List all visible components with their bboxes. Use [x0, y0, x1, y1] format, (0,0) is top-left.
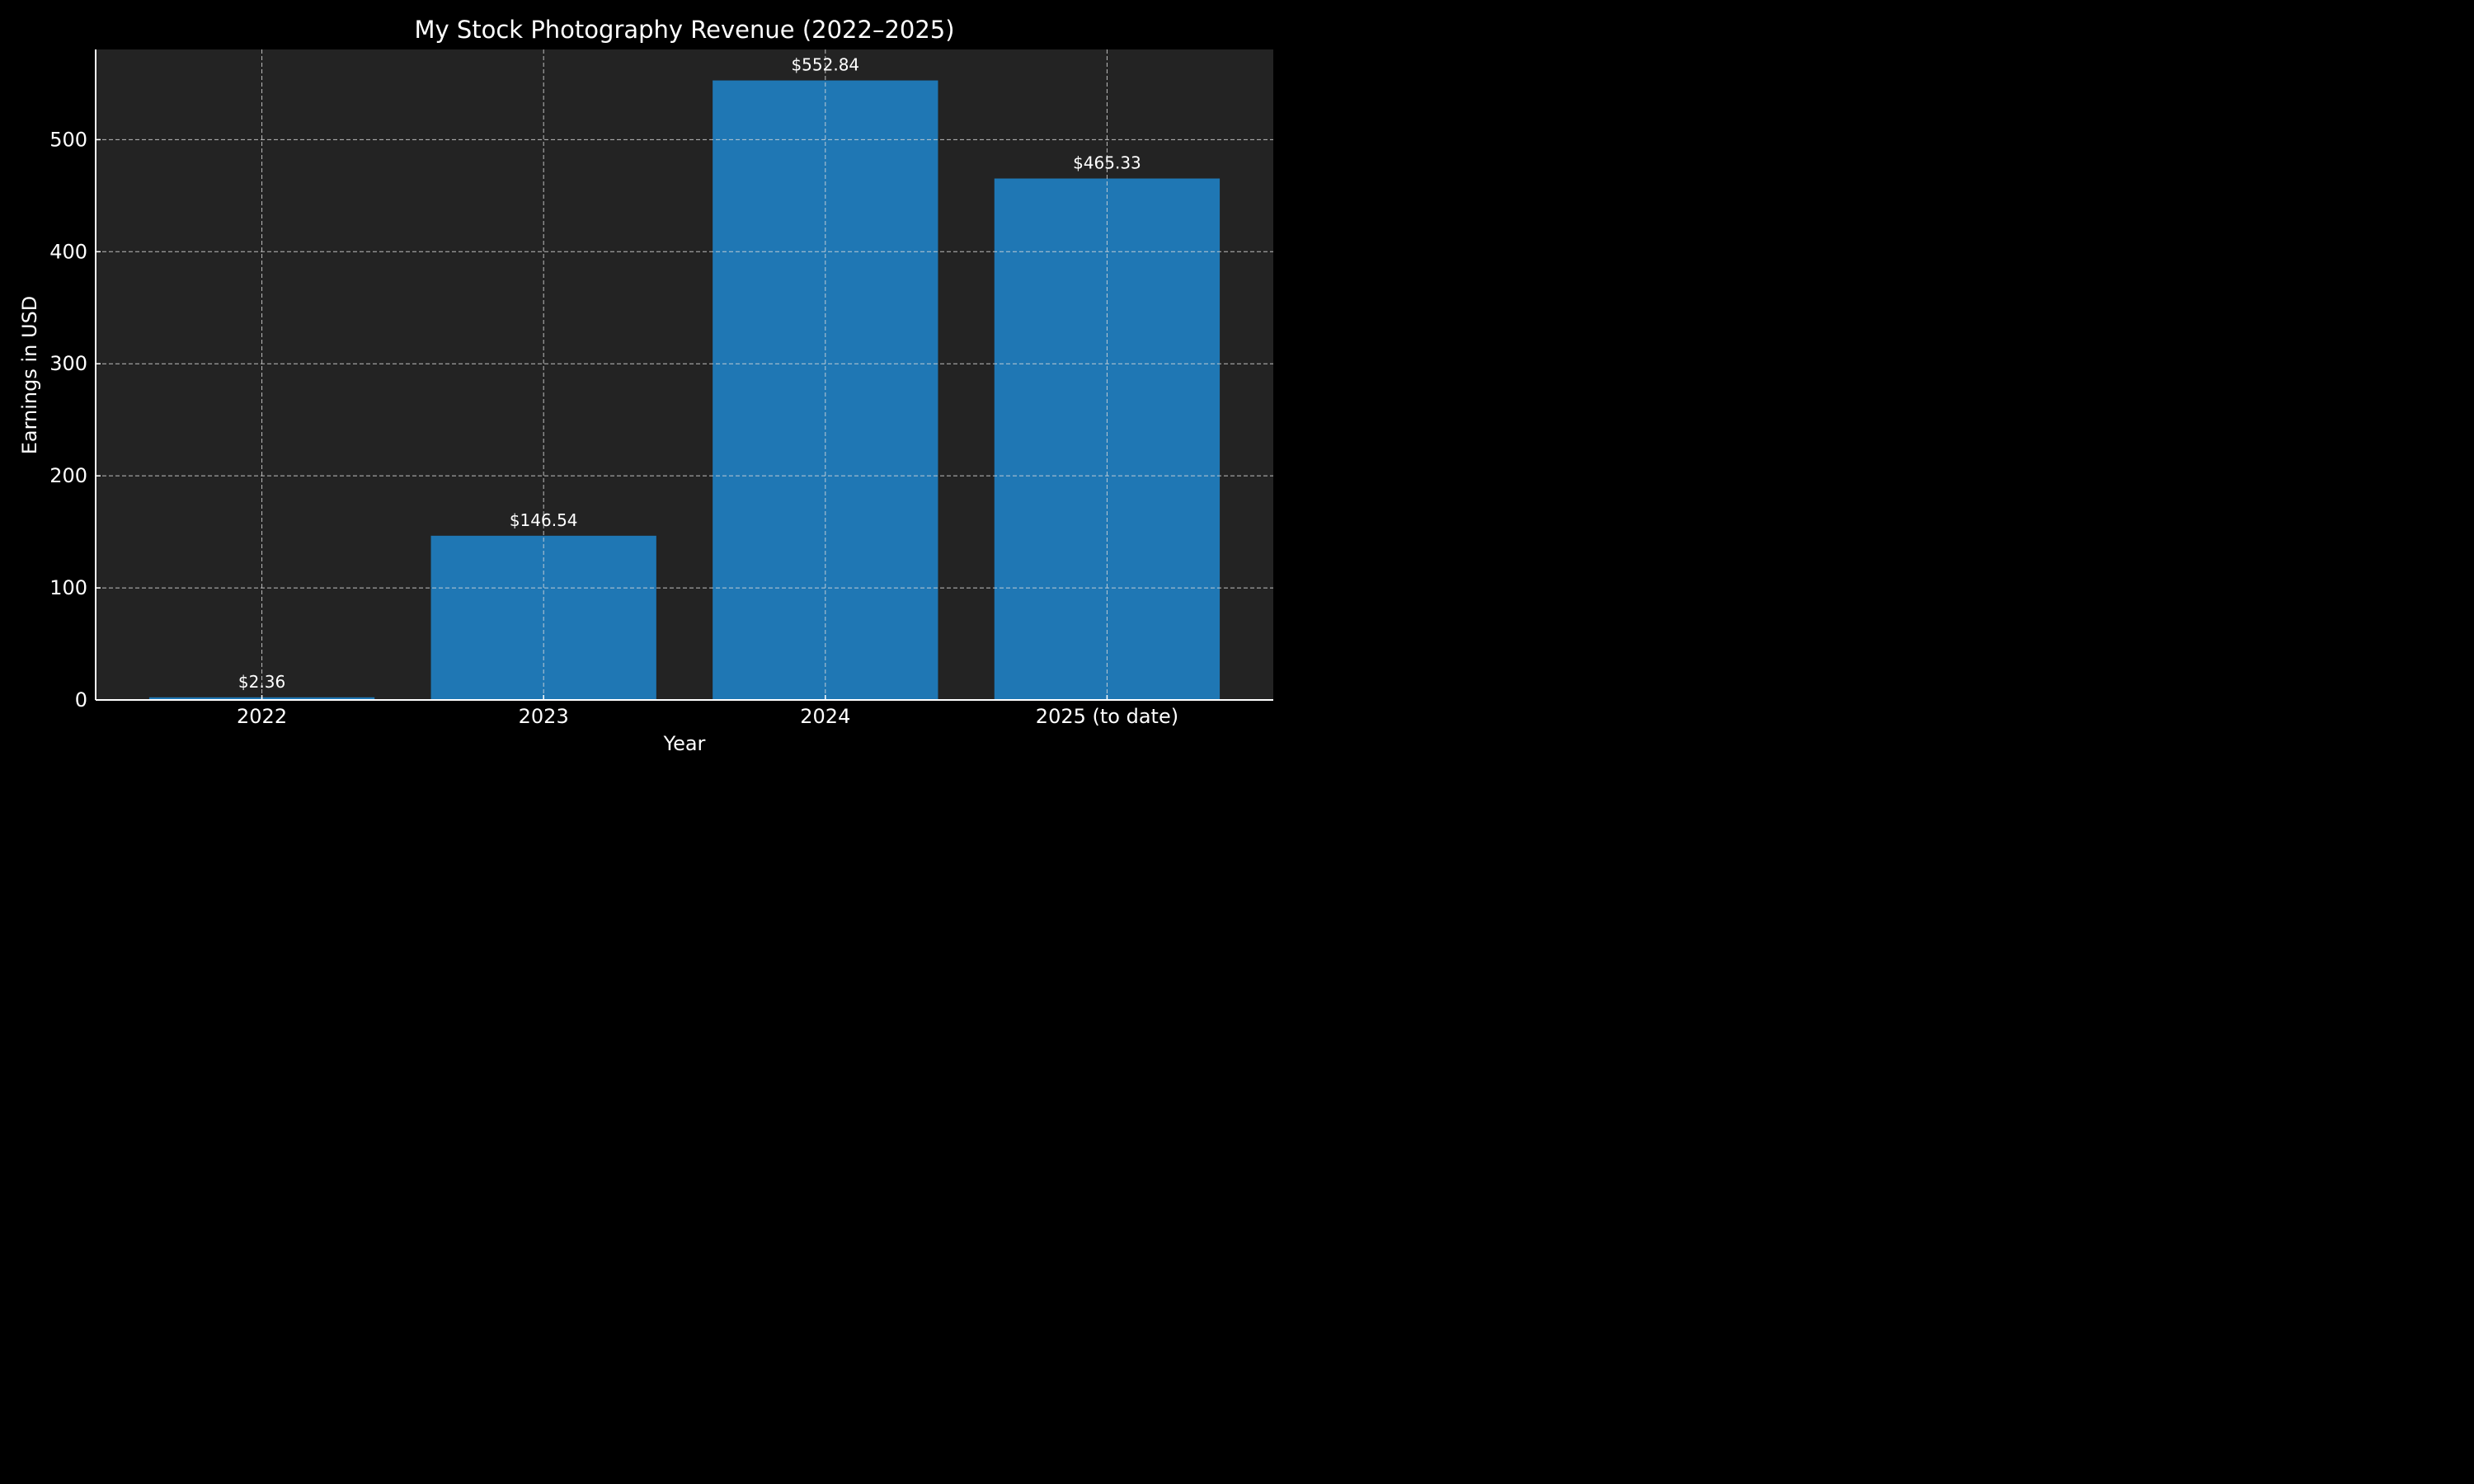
- y-tick-label: 400: [49, 240, 87, 263]
- y-tick-label: 300: [49, 352, 87, 375]
- bar-chart: $2.36 $146.54 $552.84 $465.33 0 100 200 300 400…: [18, 16, 1273, 755]
- bar-value-label: $465.33: [1073, 153, 1141, 173]
- grid-layer: [96, 49, 1273, 700]
- x-axis-title: Year: [663, 732, 706, 755]
- y-tick-label: 500: [49, 128, 87, 151]
- y-tick-label: 200: [49, 464, 87, 487]
- y-tick-label: 0: [75, 688, 87, 711]
- y-axis-title: Earnings in USD: [18, 296, 41, 455]
- data-labels-layer: $2.36 $146.54 $552.84 $465.33: [238, 55, 1141, 692]
- chart-figure: $2.36 $146.54 $552.84 $465.33 0 100 200 300 400…: [0, 0, 1293, 776]
- bar-value-label: $552.84: [791, 55, 859, 75]
- x-tick-label: 2024: [800, 705, 850, 728]
- axes-layer: 0 100 200 300 400 500 2022 2023 2024 2025 (to dat…: [49, 49, 1273, 728]
- bar-value-label: $2.36: [238, 672, 285, 692]
- x-tick-label: 2022: [237, 705, 287, 728]
- chart-title: My Stock Photography Revenue (2022–2025): [414, 16, 954, 44]
- bar-value-label: $146.54: [510, 510, 578, 530]
- y-tick-label: 100: [49, 576, 87, 599]
- x-tick-label: 2025 (to date): [1036, 705, 1178, 728]
- x-tick-label: 2023: [519, 705, 569, 728]
